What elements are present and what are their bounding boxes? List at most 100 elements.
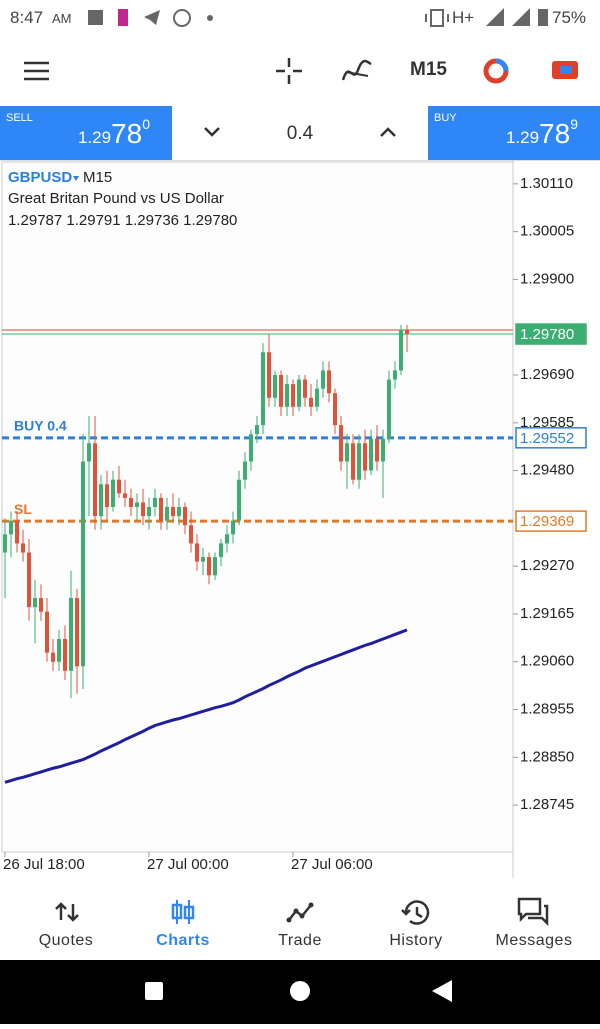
y-tick-label: 1.29270 — [520, 557, 574, 574]
candle-body — [9, 520, 13, 535]
menu-button[interactable] — [22, 58, 52, 84]
messages-icon — [517, 897, 549, 927]
candle-body — [189, 525, 193, 544]
symbol-dropdown — [73, 176, 79, 181]
candle-body — [225, 534, 229, 544]
candle-body — [261, 352, 265, 426]
candle-body — [303, 379, 307, 398]
tab-label: Quotes — [38, 932, 94, 949]
candle-body — [93, 443, 97, 517]
candle-body — [159, 497, 163, 521]
candle-body — [375, 438, 379, 462]
tab-label: Charts — [156, 932, 210, 949]
sell-label: SELL — [6, 112, 33, 124]
volume-value[interactable]: 0.4 — [286, 123, 314, 144]
candle-body — [45, 611, 49, 653]
candle-body — [147, 507, 151, 517]
tab-history[interactable]: History — [356, 878, 476, 960]
tab-label: History — [389, 932, 443, 949]
buy-price-head: 1.29 — [505, 128, 540, 147]
tab-quotes[interactable]: Quotes — [6, 878, 126, 960]
buy-price: 1.29789 — [506, 116, 578, 150]
buy-button[interactable]: BUY 1.29789 — [428, 106, 600, 160]
candle-body — [399, 329, 403, 371]
candle-body — [165, 507, 169, 521]
candle-body — [249, 434, 253, 462]
plot-area — [1, 161, 514, 853]
price-level-label: 1.29552 — [520, 430, 574, 447]
candle-body — [267, 352, 271, 398]
candle-body — [345, 443, 349, 462]
tab-charts[interactable]: Charts — [123, 878, 243, 960]
candle-body — [285, 384, 289, 407]
trade-button[interactable] — [550, 58, 580, 84]
candle-body — [309, 397, 313, 407]
y-tick-label: 1.29165 — [520, 605, 574, 622]
candle-body — [363, 443, 367, 471]
candle-body — [3, 534, 7, 553]
price-level-box — [515, 427, 587, 449]
candle-body — [213, 557, 217, 576]
candle-body — [315, 388, 319, 407]
ohlc-values: 1.29787 1.29791 1.29736 1.29780 — [8, 212, 237, 229]
y-tick-label: 1.28955 — [520, 701, 574, 718]
candle-body — [87, 443, 91, 462]
vibrate-icon — [425, 9, 449, 27]
y-tick-label: 1.28745 — [520, 796, 574, 813]
back-button[interactable] — [432, 980, 452, 1002]
candle-body — [69, 598, 73, 671]
tab-trade[interactable]: Trade — [240, 878, 360, 960]
buy-label: BUY — [434, 112, 457, 124]
y-tick-label: 1.29900 — [520, 270, 574, 287]
sell-price: 1.29780 — [78, 116, 150, 150]
y-tick-label: 1.30005 — [520, 223, 574, 240]
candle-body — [63, 638, 67, 671]
indicators-button[interactable] — [340, 56, 374, 86]
x-tick-label: 27 Jul 06:00 — [291, 856, 373, 873]
candle-body — [339, 425, 343, 462]
signal-icons — [486, 8, 530, 26]
candle-body — [219, 543, 223, 558]
candle-body — [321, 370, 325, 389]
candle-body — [291, 384, 295, 407]
notification-icons — [88, 9, 213, 27]
buy-price-pips: 78 — [539, 118, 571, 149]
candle-body — [21, 543, 25, 553]
volume-up[interactable] — [378, 124, 398, 140]
sell-button[interactable]: SELL 1.29780 — [0, 106, 172, 160]
y-tick-label: 1.29060 — [520, 653, 574, 670]
candle-body — [117, 479, 121, 494]
x-tick-label: 26 Jul 18:00 — [3, 856, 85, 873]
tab-messages[interactable]: Messages — [474, 878, 594, 960]
chart-type-button[interactable] — [480, 56, 512, 86]
network-type: H+ — [452, 8, 475, 27]
candle-body — [57, 638, 61, 662]
volume-down[interactable] — [202, 124, 222, 140]
candle-body — [369, 438, 373, 471]
candle-body — [393, 370, 397, 380]
candle-body — [243, 461, 247, 480]
recents-button[interactable] — [145, 982, 163, 1000]
crosshair-button[interactable] — [274, 56, 304, 86]
candle-body — [195, 543, 199, 562]
price-level-label: 1.29780 — [520, 326, 574, 343]
home-button[interactable] — [290, 981, 310, 1001]
candle-body — [333, 393, 337, 426]
y-tick-label: 1.29480 — [520, 462, 574, 479]
status-bar: 8:47 AM H+ 75% — [0, 0, 600, 36]
buy-price-point: 9 — [570, 116, 578, 132]
candle-body — [387, 379, 391, 439]
bottom-nav: Quotes Charts Trade History Messages — [0, 878, 600, 960]
candle-body — [99, 484, 103, 517]
tab-label: Messages — [495, 932, 573, 949]
timeframe-button[interactable]: M15 — [410, 59, 447, 80]
trade-panel: SELL 1.29780 0.4 BUY 1.29789 — [0, 106, 600, 161]
candle-body — [273, 375, 277, 398]
candle-body — [111, 479, 115, 507]
price-level-name: SL — [14, 501, 32, 517]
candle-body — [39, 598, 43, 612]
android-nav — [0, 960, 600, 1024]
chart-timeframe: M15 — [83, 169, 112, 186]
volume-control: 0.4 — [172, 106, 428, 160]
